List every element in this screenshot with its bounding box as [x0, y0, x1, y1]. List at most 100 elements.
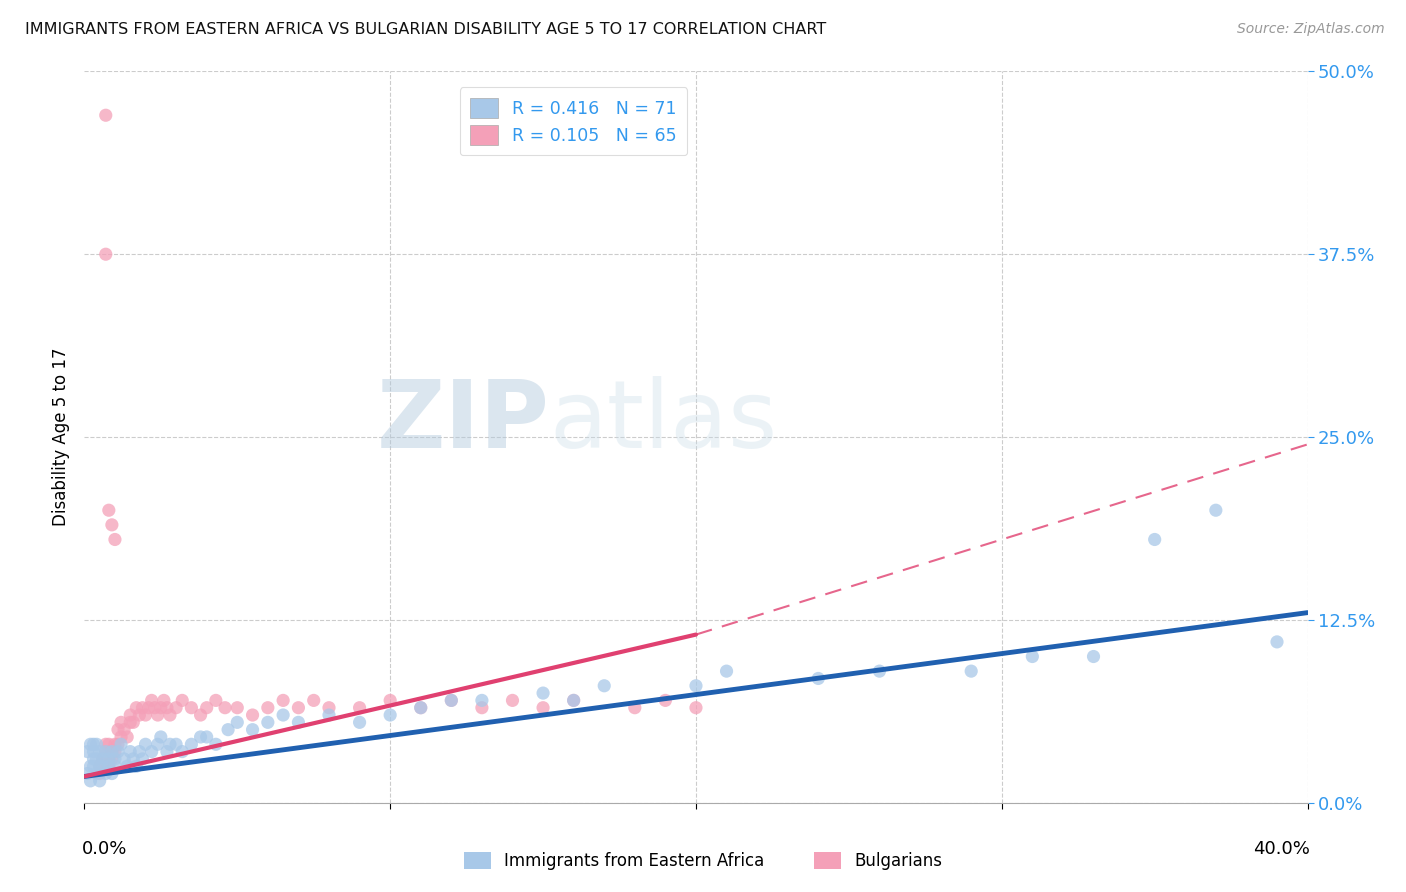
Point — [91, 752, 114, 766]
Point — [79, 773, 101, 788]
Point — [122, 752, 145, 766]
Point — [172, 745, 194, 759]
Point — [205, 693, 228, 707]
Point — [91, 752, 114, 766]
Point — [115, 759, 138, 773]
Point — [172, 693, 194, 707]
Point — [79, 737, 101, 751]
Point — [960, 664, 983, 678]
Point — [101, 752, 124, 766]
Point — [89, 759, 111, 773]
Point — [104, 752, 127, 766]
Point — [110, 715, 132, 730]
Point — [217, 723, 239, 737]
Text: 0.0%: 0.0% — [82, 840, 128, 858]
Point — [624, 700, 647, 714]
Point — [165, 700, 187, 714]
Point — [83, 745, 105, 759]
Text: atlas: atlas — [550, 376, 778, 468]
Point — [122, 715, 145, 730]
Point — [131, 752, 153, 766]
Point — [135, 708, 157, 723]
Point — [143, 700, 166, 714]
Point — [94, 745, 117, 759]
Point — [153, 693, 176, 707]
Point — [318, 708, 340, 723]
Text: ZIP: ZIP — [377, 376, 550, 468]
Point — [83, 752, 105, 766]
Point — [97, 759, 120, 773]
Point — [531, 700, 554, 714]
Point — [86, 766, 108, 780]
Point — [409, 700, 432, 714]
Point — [104, 737, 127, 751]
Point — [349, 715, 371, 730]
Point — [159, 737, 181, 751]
Point — [190, 730, 212, 744]
Point — [107, 723, 129, 737]
Point — [104, 759, 127, 773]
Point — [120, 708, 142, 723]
Point — [107, 745, 129, 759]
Point — [149, 730, 172, 744]
Point — [562, 693, 585, 707]
Point — [869, 664, 891, 678]
Point — [271, 693, 294, 707]
Point — [79, 759, 101, 773]
Point — [156, 700, 179, 714]
Point — [115, 730, 138, 744]
Point — [380, 708, 402, 723]
Point — [146, 708, 169, 723]
Point — [1205, 503, 1227, 517]
Point — [242, 708, 264, 723]
Point — [83, 737, 105, 751]
Text: IMMIGRANTS FROM EASTERN AFRICA VS BULGARIAN DISABILITY AGE 5 TO 17 CORRELATION C: IMMIGRANTS FROM EASTERN AFRICA VS BULGAR… — [25, 22, 827, 37]
Point — [685, 700, 707, 714]
Point — [76, 745, 98, 759]
Point — [110, 730, 132, 744]
Point — [226, 700, 249, 714]
Point — [257, 715, 280, 730]
Point — [97, 737, 120, 751]
Point — [349, 700, 371, 714]
Point — [86, 737, 108, 751]
Point — [94, 108, 117, 122]
Point — [91, 759, 114, 773]
Point — [107, 737, 129, 751]
Point — [531, 686, 554, 700]
Point — [287, 700, 309, 714]
Point — [112, 752, 135, 766]
Point — [128, 708, 150, 723]
Point — [141, 693, 163, 707]
Point — [593, 679, 616, 693]
Point — [654, 693, 676, 707]
Point — [409, 700, 432, 714]
Point — [156, 745, 179, 759]
Point — [128, 745, 150, 759]
Point — [110, 737, 132, 751]
Point — [205, 737, 228, 751]
Point — [159, 708, 181, 723]
Point — [112, 723, 135, 737]
Legend: R = 0.416   N = 71, R = 0.105   N = 65: R = 0.416 N = 71, R = 0.105 N = 65 — [460, 87, 688, 155]
Point — [471, 700, 494, 714]
Point — [91, 759, 114, 773]
Point — [807, 672, 830, 686]
Text: Source: ZipAtlas.com: Source: ZipAtlas.com — [1237, 22, 1385, 37]
Point — [380, 693, 402, 707]
Point — [120, 745, 142, 759]
Point — [1021, 649, 1043, 664]
Point — [101, 745, 124, 759]
Point — [76, 766, 98, 780]
Point — [190, 708, 212, 723]
Point — [120, 715, 142, 730]
Point — [226, 715, 249, 730]
Point — [1143, 533, 1166, 547]
Point — [83, 759, 105, 773]
Point — [180, 737, 202, 751]
Point — [287, 715, 309, 730]
Point — [125, 759, 148, 773]
Point — [135, 737, 157, 751]
Point — [214, 700, 236, 714]
Text: 40.0%: 40.0% — [1253, 840, 1310, 858]
